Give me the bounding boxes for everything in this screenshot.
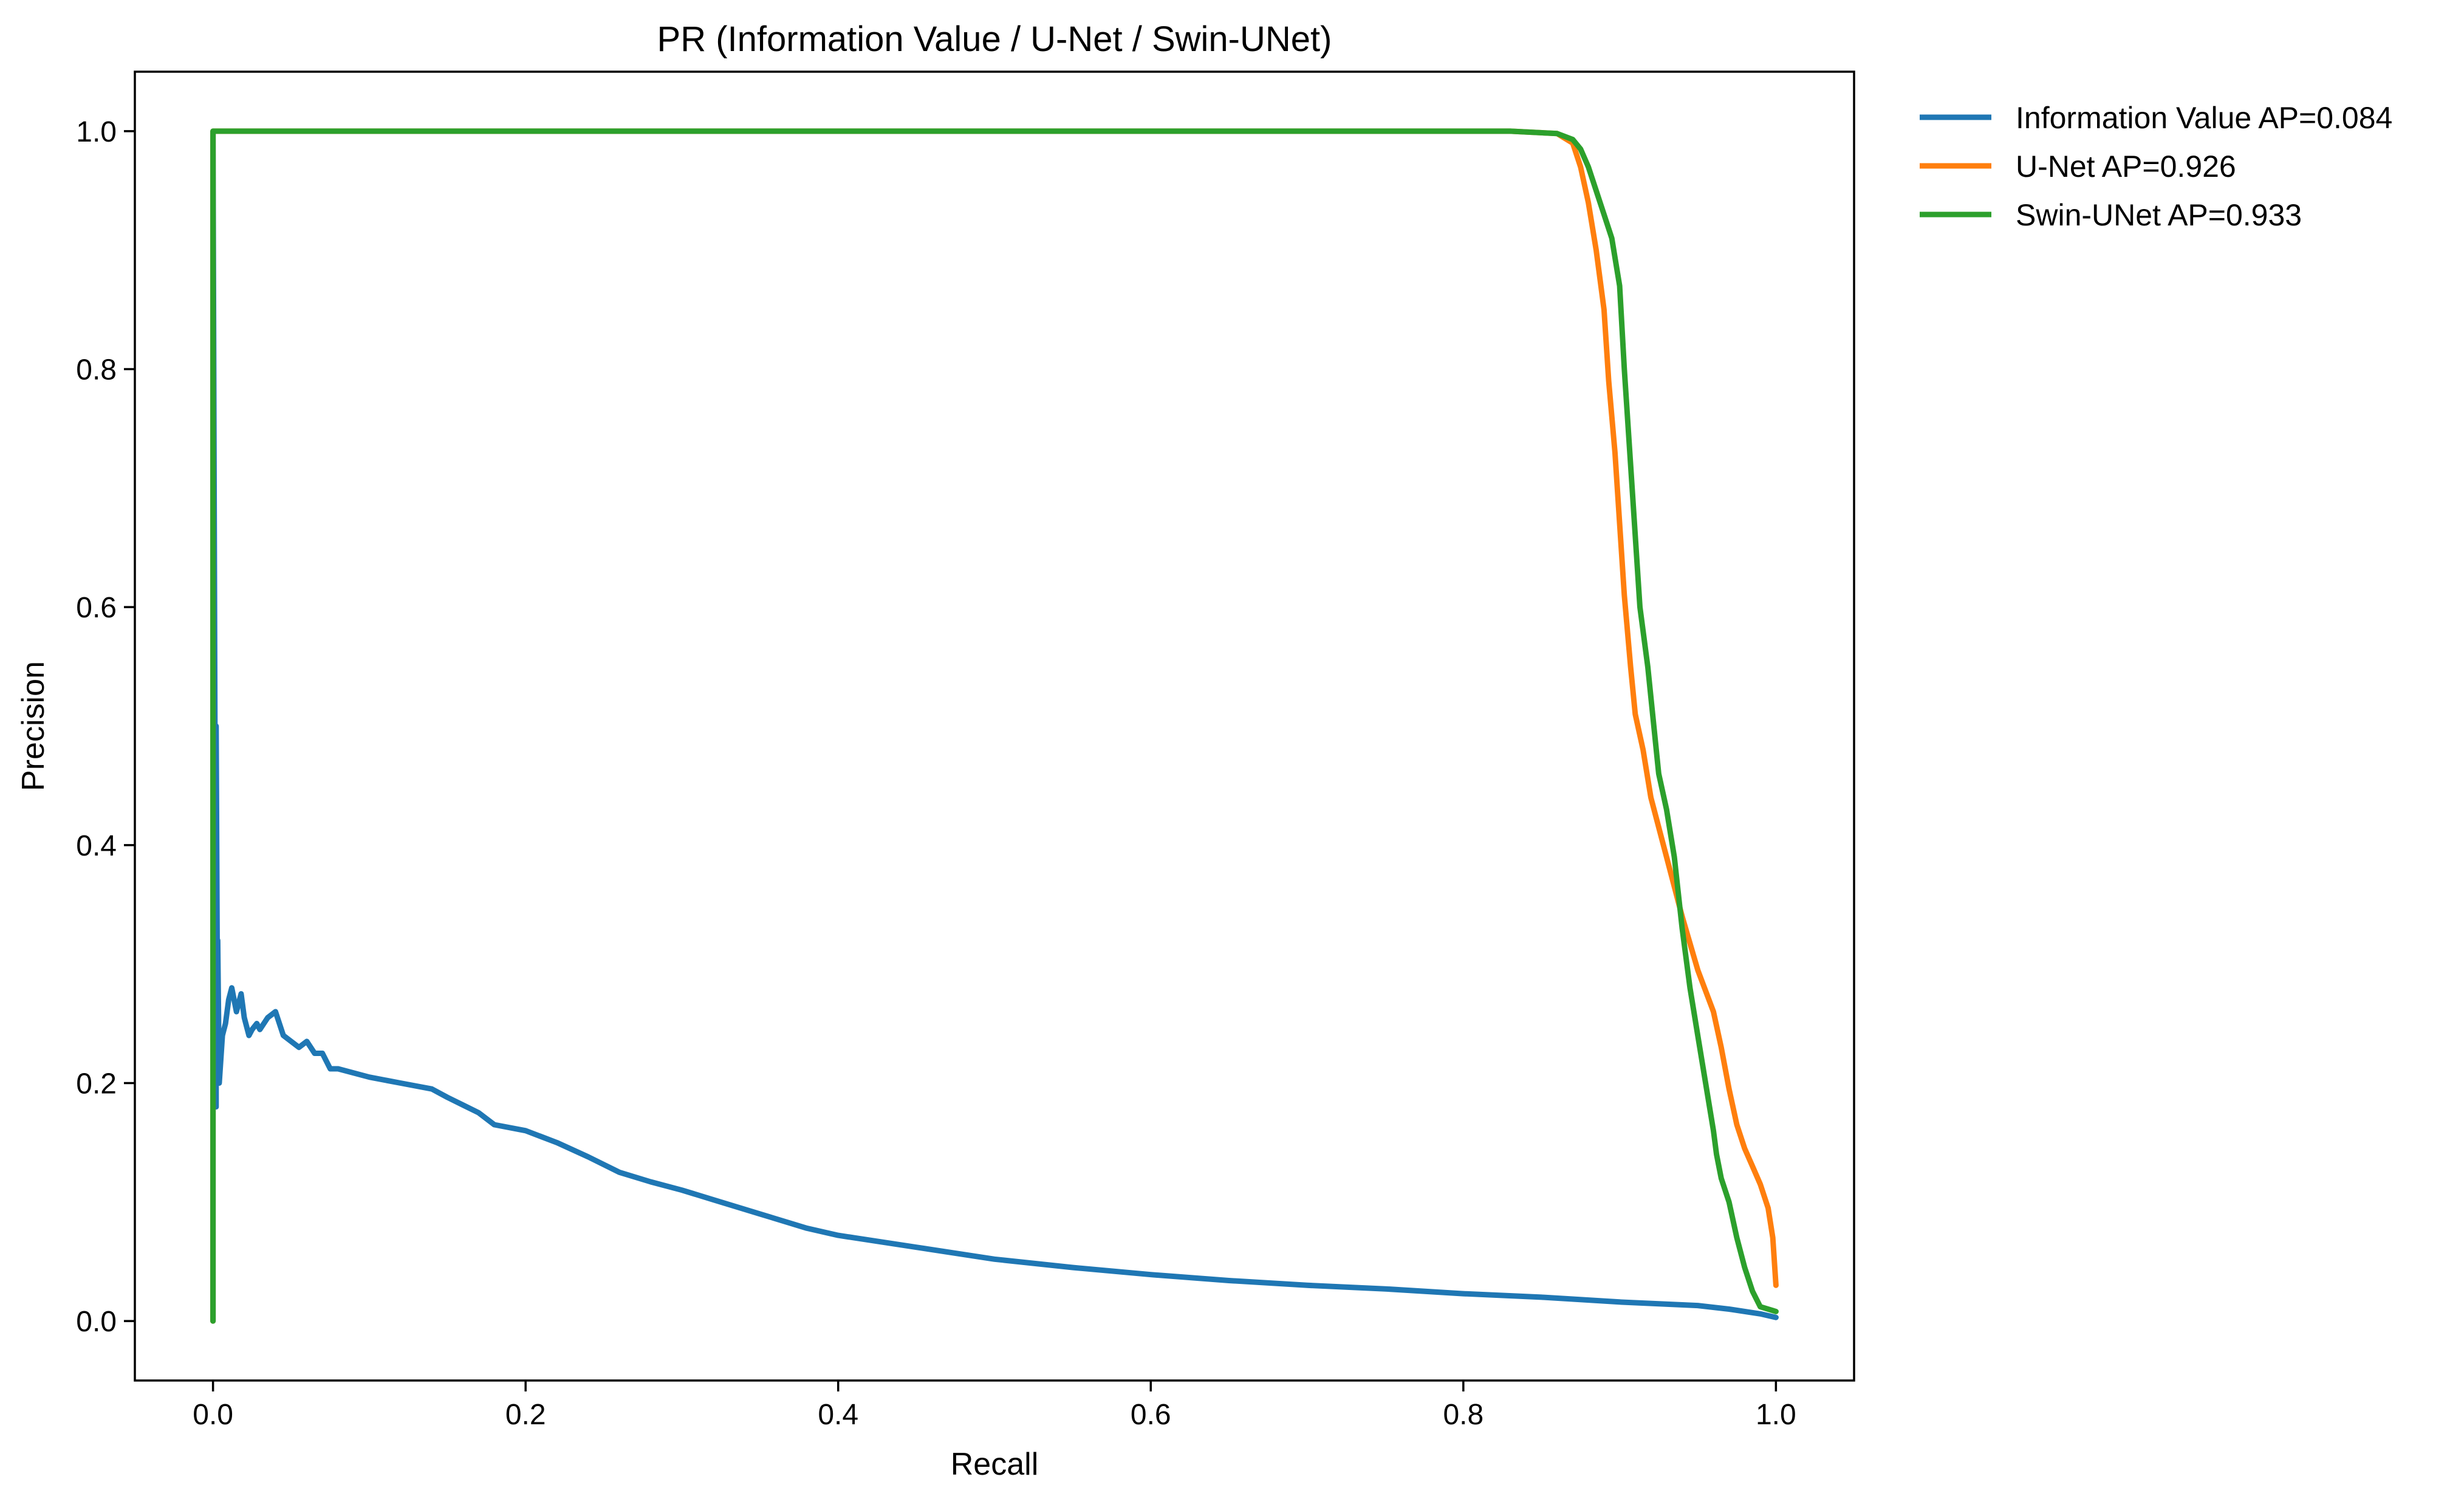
series-line-0 — [210, 128, 1779, 1324]
y-tick-label: 0.2 — [76, 1068, 117, 1100]
x-tick-label: 0.0 — [193, 1399, 233, 1431]
y-tick-label: 0.8 — [76, 354, 117, 386]
y-axis: 0.0 0.2 0.4 0.6 0.8 1.0 — [76, 116, 135, 1338]
x-axis: 0.0 0.2 0.4 0.6 0.8 1.0 — [193, 1381, 1796, 1431]
series-layer — [210, 128, 1779, 1324]
x-tick-label: 1.0 — [1756, 1399, 1796, 1431]
y-axis-label: Precision — [16, 661, 51, 791]
x-tick-label: 0.8 — [1443, 1399, 1484, 1431]
legend-label-0: Information Value AP=0.084 — [2016, 101, 2392, 135]
y-tick-label: 0.4 — [76, 830, 117, 862]
x-tick-label: 0.2 — [505, 1399, 546, 1431]
x-axis-label: Recall — [951, 1447, 1039, 1482]
y-tick-label: 1.0 — [76, 116, 117, 148]
legend-label-2: Swin-UNet AP=0.933 — [2016, 198, 2302, 232]
y-tick-label: 0.6 — [76, 592, 117, 624]
legend-label-1: U-Net AP=0.926 — [2016, 149, 2236, 184]
x-tick-label: 0.6 — [1131, 1399, 1171, 1431]
x-tick-label: 0.4 — [818, 1399, 858, 1431]
legend: Information Value AP=0.084 U-Net AP=0.926… — [1920, 101, 2392, 232]
series-line-2 — [210, 128, 1779, 1324]
y-tick-label: 0.0 — [76, 1306, 117, 1338]
chart-title: PR (Information Value / U-Net / Swin-UNe… — [657, 19, 1332, 59]
plot-frame — [134, 70, 1855, 1382]
